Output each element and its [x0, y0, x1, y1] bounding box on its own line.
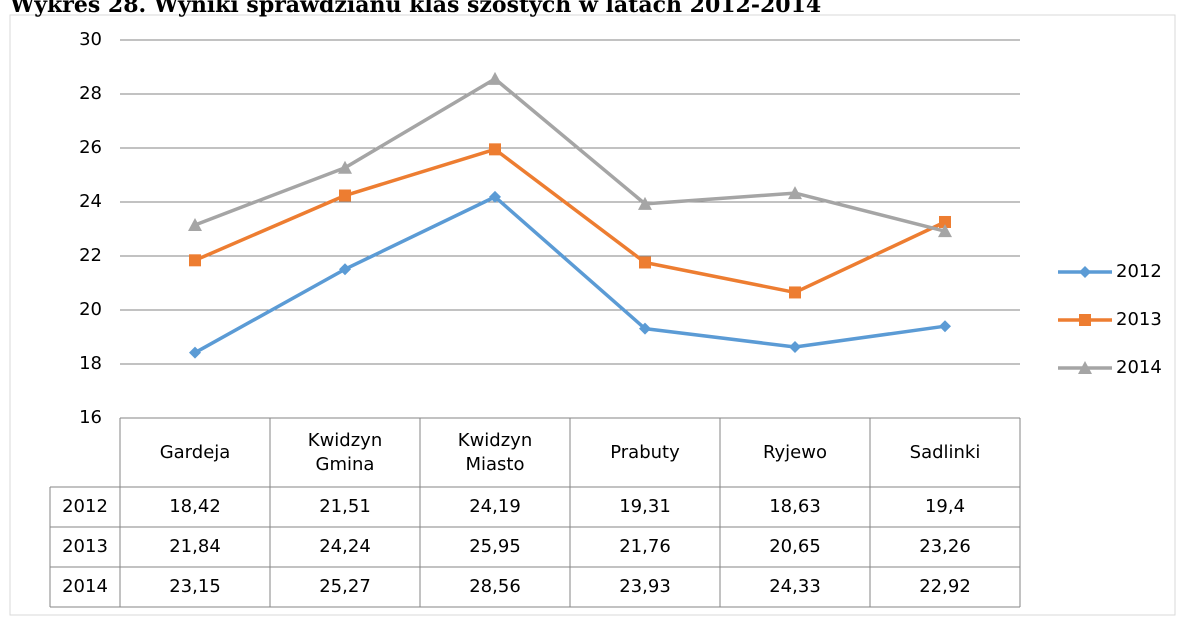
- series-line: [194, 77, 946, 233]
- point: [189, 254, 201, 267]
- table-cell: 18,42: [169, 496, 221, 517]
- point: [339, 263, 351, 276]
- x-tick-label-box: Sadlinki: [909, 441, 981, 463]
- table-cell: 21,76: [619, 536, 671, 557]
- x-tick-label: Ryjewo: [763, 441, 827, 463]
- table-cell: 24,24: [319, 536, 371, 557]
- table-cell: 25,95: [469, 536, 521, 557]
- legend-label: 2012: [1116, 261, 1162, 282]
- point: [789, 286, 801, 299]
- table-cell: 24,19: [469, 496, 521, 517]
- table-cell: 18,63: [769, 496, 821, 517]
- series-line: [194, 147, 946, 295]
- x-tick-label: Kwidzyn Miasto: [457, 429, 533, 475]
- table-cell: 23,93: [619, 576, 671, 597]
- chart-frame: [9, 14, 1176, 616]
- x-tick-label-box: Prabuty: [610, 441, 680, 463]
- point: [639, 322, 651, 335]
- x-tick-label: Prabuty: [610, 441, 680, 463]
- y-tick-label: 26: [79, 137, 102, 158]
- table-row-header: 2013: [62, 536, 108, 557]
- y-tick-label: 20: [79, 299, 102, 320]
- table-cell: 23,15: [169, 576, 221, 597]
- point: [189, 346, 201, 359]
- point: [938, 224, 952, 238]
- table-row-header: 2012: [62, 496, 108, 517]
- point: [339, 189, 351, 202]
- x-tick-label-box: Gardeja: [159, 441, 231, 463]
- y-tick-label: 30: [79, 29, 102, 50]
- table-cell: 21,84: [169, 536, 221, 557]
- point: [939, 320, 951, 333]
- point: [489, 190, 501, 203]
- x-tick-label: Gardeja: [159, 441, 231, 463]
- point: [939, 215, 951, 228]
- legend-label: 2014: [1116, 357, 1162, 378]
- table-cell: 21,51: [319, 496, 371, 517]
- table-cell: 28,56: [469, 576, 521, 597]
- point: [789, 340, 801, 353]
- point: [338, 160, 352, 174]
- table-cell: 25,27: [319, 576, 371, 597]
- table-cell: 24,33: [769, 576, 821, 597]
- table-cell: 23,26: [919, 536, 971, 557]
- table-cell: 19,4: [925, 496, 965, 517]
- legend-marker: [1079, 266, 1091, 278]
- y-tick-label: 24: [79, 191, 102, 212]
- point: [489, 143, 501, 156]
- y-tick-label: 16: [79, 407, 102, 428]
- x-tick-label: Kwidzyn Gmina: [307, 429, 383, 475]
- x-tick-label-box: Kwidzyn Miasto: [457, 429, 533, 475]
- x-tick-label-box: Ryjewo: [763, 441, 827, 463]
- x-tick-label: Sadlinki: [909, 441, 981, 463]
- y-tick-label: 18: [79, 353, 102, 374]
- legend-label: 2013: [1116, 309, 1162, 330]
- point: [788, 186, 802, 200]
- legend-marker: [1079, 314, 1091, 326]
- table-cell: 22,92: [919, 576, 971, 597]
- y-tick-label: 28: [79, 83, 102, 104]
- point: [488, 71, 502, 85]
- series-line: [194, 195, 946, 355]
- x-tick-label-box: Kwidzyn Gmina: [307, 429, 383, 475]
- table-row-header: 2014: [62, 576, 108, 597]
- point: [638, 196, 652, 210]
- y-tick-label: 22: [79, 245, 102, 266]
- table-cell: 20,65: [769, 536, 821, 557]
- chart-title: Wykres 28. Wyniki sprawdzianu klas szóst…: [9, 0, 821, 18]
- point: [639, 256, 651, 269]
- point: [188, 217, 202, 231]
- table-cell: 19,31: [619, 496, 671, 517]
- legend-marker: [1078, 361, 1092, 374]
